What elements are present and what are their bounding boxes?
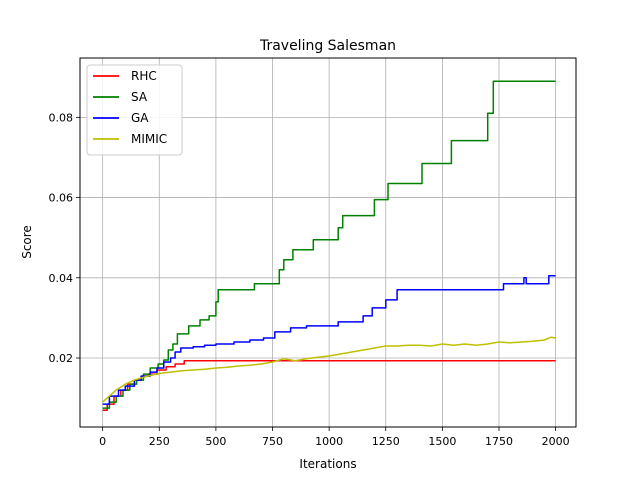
legend-label: GA [131, 111, 149, 125]
chart-title: Traveling Salesman [259, 38, 396, 54]
series-lines [102, 80, 556, 411]
x-tick-label: 1250 [372, 435, 400, 448]
x-tick-label: 2000 [542, 435, 570, 448]
legend-label: RHC [131, 69, 157, 83]
x-tick-label: 1750 [485, 435, 513, 448]
x-tick-label: 1000 [315, 435, 343, 448]
y-axis-label: Score [20, 225, 34, 259]
x-tick-label: 750 [262, 435, 283, 448]
x-tick-label: 0 [99, 435, 106, 448]
legend-label: MIMIC [131, 132, 167, 146]
legend-label: SA [131, 90, 148, 104]
x-axis-label: Iterations [299, 457, 356, 471]
y-tick-label: 0.06 [49, 192, 74, 205]
x-tick-label: 500 [205, 435, 226, 448]
x-tick-label: 1500 [428, 435, 456, 448]
y-tick-label: 0.04 [49, 272, 74, 285]
y-tick-label: 0.02 [49, 352, 74, 365]
y-axis-ticks: 0.02 0.04 0.06 0.08 [49, 111, 80, 365]
legend: RHC SA GA MIMIC [86, 64, 183, 156]
series-line-ga [102, 275, 556, 405]
legend-box [86, 64, 183, 156]
x-axis-ticks: 0 250 500 750 1000 1250 1500 1750 2000 [99, 427, 570, 448]
x-tick-label: 250 [149, 435, 170, 448]
y-tick-label: 0.08 [49, 111, 74, 124]
series-line-mimic [102, 336, 556, 403]
plot-frame [79, 57, 577, 428]
grid [80, 58, 576, 427]
